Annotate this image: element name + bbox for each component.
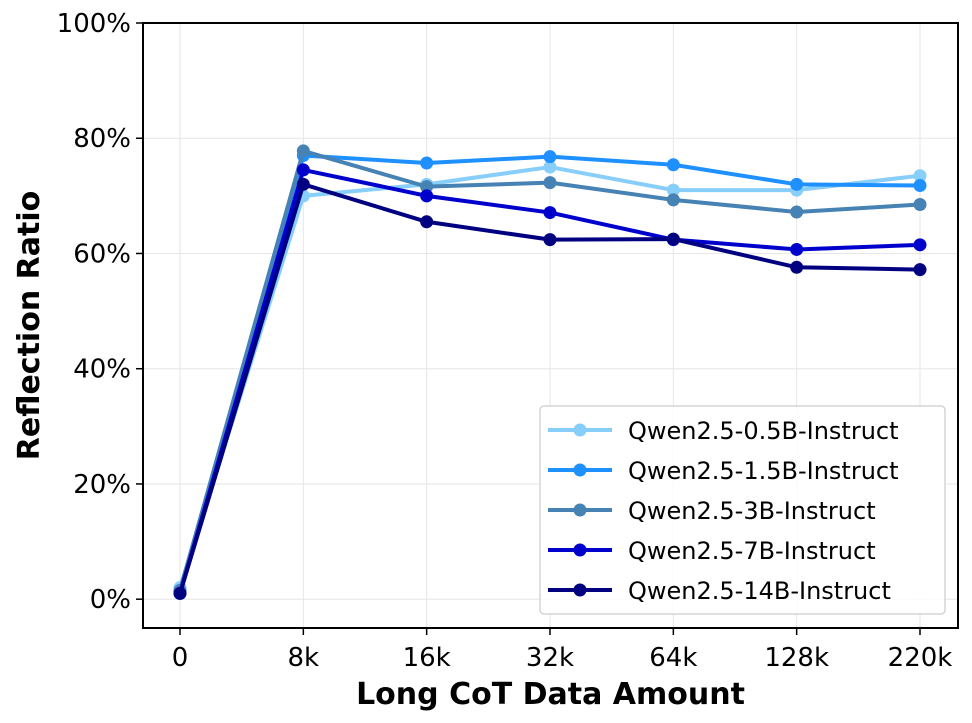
legend-item: Qwen2.5-3B-Instruct — [548, 497, 876, 525]
legend-label: Qwen2.5-3B-Instruct — [628, 497, 876, 525]
data-point — [666, 232, 680, 246]
legend-marker — [573, 503, 587, 517]
x-tick-label: 16k — [403, 643, 451, 673]
data-point — [913, 238, 927, 252]
data-point — [420, 189, 434, 203]
data-point — [420, 215, 434, 229]
y-tick-label: 80% — [73, 124, 131, 154]
legend-label: Qwen2.5-7B-Instruct — [628, 537, 876, 565]
x-tick-label: 0 — [172, 643, 189, 673]
data-point — [420, 156, 434, 170]
data-point — [173, 586, 187, 600]
x-tick-label: 32k — [526, 643, 574, 673]
data-point — [666, 193, 680, 207]
y-axis-ticks: 0% 20% 40% 60% 80% 100% — [57, 9, 143, 615]
data-point — [543, 150, 557, 164]
data-point — [666, 183, 680, 197]
series-layer — [173, 144, 927, 600]
data-point — [790, 260, 804, 274]
data-point — [543, 176, 557, 190]
legend-item: Qwen2.5-0.5B-Instruct — [548, 417, 899, 445]
x-axis-ticks: 0 8k 16k 32k 64k 128k 220k — [172, 628, 953, 673]
series-5 — [173, 177, 927, 600]
x-tick-label: 64k — [649, 643, 697, 673]
legend-label: Qwen2.5-1.5B-Instruct — [628, 457, 899, 485]
data-point — [543, 206, 557, 220]
legend-item: Qwen2.5-1.5B-Instruct — [548, 457, 899, 485]
legend-marker — [573, 543, 587, 557]
data-point — [913, 169, 927, 183]
data-point — [543, 160, 557, 174]
x-tick-label: 8k — [288, 643, 320, 673]
legend-marker — [573, 583, 587, 597]
data-point — [296, 163, 310, 177]
legend-marker — [573, 423, 587, 437]
x-tick-label: 128k — [764, 643, 829, 673]
x-axis-title: Long CoT Data Amount — [356, 677, 745, 712]
legend: Qwen2.5-0.5B-Instruct Qwen2.5-1.5B-Instru… — [539, 405, 946, 615]
data-point — [790, 205, 804, 219]
legend-box — [539, 405, 946, 615]
data-point — [296, 144, 310, 158]
x-tick-label: 220k — [888, 643, 953, 673]
y-tick-label: 0% — [90, 585, 131, 615]
data-point — [913, 263, 927, 277]
legend-item: Qwen2.5-14B-Instruct — [548, 577, 891, 605]
legend-label: Qwen2.5-14B-Instruct — [628, 577, 891, 605]
data-point — [296, 177, 310, 191]
legend-item: Qwen2.5-7B-Instruct — [548, 537, 876, 565]
y-tick-label: 60% — [73, 239, 131, 269]
y-axis-title: Reflection Ratio — [12, 191, 47, 460]
data-point — [790, 177, 804, 191]
data-point — [790, 242, 804, 256]
data-point — [420, 180, 434, 194]
y-tick-label: 100% — [57, 9, 131, 39]
data-point — [913, 198, 927, 211]
legend-marker — [573, 463, 587, 477]
y-tick-label: 40% — [73, 355, 131, 385]
data-point — [913, 178, 927, 192]
y-tick-label: 20% — [73, 470, 131, 500]
legend-label: Qwen2.5-0.5B-Instruct — [628, 417, 899, 445]
data-point — [666, 158, 680, 172]
data-point — [543, 233, 557, 247]
